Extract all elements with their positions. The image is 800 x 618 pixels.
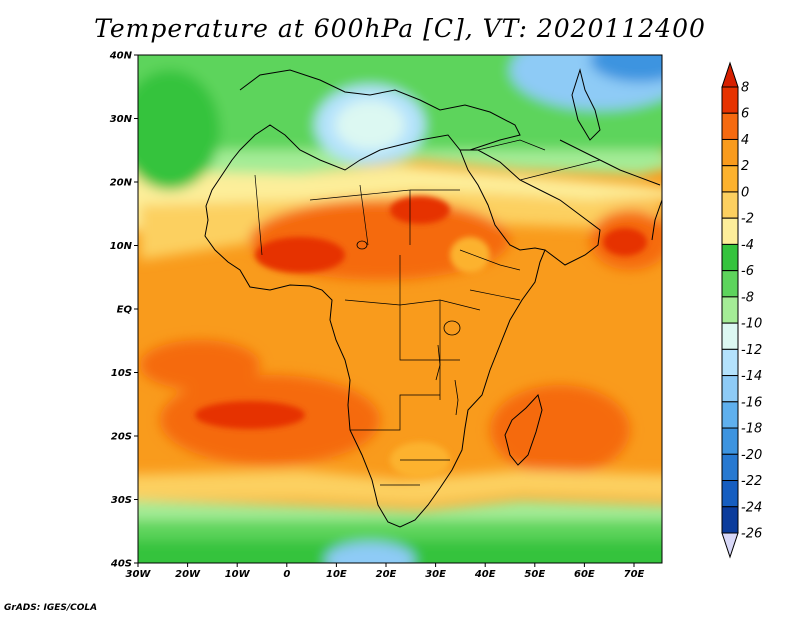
lat-tick-label: 30S: [111, 495, 132, 506]
lon-tick-label: 30E: [425, 569, 446, 580]
lat-tick-label: 20S: [111, 432, 132, 443]
colorbar-label: 6: [741, 107, 749, 122]
caspian-coastline: [571, 68, 601, 141]
colorbar-label: 4: [741, 133, 749, 148]
lon-tick-label: 70E: [624, 569, 645, 580]
colorbar-bin: [721, 270, 739, 298]
arabia-coastline: [460, 149, 601, 266]
colorbar-label: -22: [741, 474, 762, 489]
colorbar-label: -10: [741, 317, 762, 332]
colorbar-label: -6: [741, 264, 754, 279]
colorbar-label: -26: [741, 527, 762, 542]
lake-malawi: [454, 379, 459, 416]
south-cold-cell: [325, 542, 415, 563]
lat-tick-label: 10N: [110, 241, 133, 252]
colorbar-bin: [721, 348, 739, 377]
atlantic-hot-core: [195, 401, 305, 429]
lat-tick-label: 10S: [111, 368, 132, 379]
border-southern: [350, 394, 450, 486]
lon-tick-label: 20E: [376, 569, 397, 580]
colorbar-bin: [721, 191, 739, 219]
madagascar-coastline: [504, 393, 543, 466]
colorbar-label: -14: [741, 369, 762, 384]
europe-coastline: [239, 69, 521, 151]
colorbar-label: 8: [741, 81, 749, 96]
map-title: Temperature at 600hPa [C], VT: 202011240…: [94, 14, 706, 43]
lon-tick-label: 0: [283, 569, 290, 580]
credit-text: GrADS: IGES/COLA: [4, 603, 98, 613]
border-horn: [459, 249, 521, 301]
atlantic-green-cell: [138, 70, 220, 190]
lat-tick-label: 40N: [109, 51, 133, 62]
longitude-axis: 30W 20W 10W 0 10E 20E 30E 40E 50E 60E 70E: [126, 563, 645, 580]
colorbar-bin: [721, 480, 739, 508]
colorbar-bin: [721, 112, 739, 140]
colorbar-label: -12: [741, 343, 762, 358]
colorbar-bin: [721, 243, 739, 272]
ethiopia-cool: [450, 237, 490, 273]
border-central: [344, 255, 481, 400]
latitude-axis: 40N 30N 20N 10N EQ 10S 20S 30S 40S: [109, 51, 138, 570]
lakes: [356, 240, 461, 416]
colorbar-label: -2: [741, 212, 754, 227]
lake-chad: [356, 240, 368, 250]
med-cold-core: [335, 100, 405, 150]
temperature-field: [138, 55, 662, 563]
lon-tick-label: 10E: [326, 569, 347, 580]
colorbar-bin: [721, 427, 739, 455]
europe-cold-core: [590, 55, 662, 82]
colorbar-bin: [721, 322, 739, 350]
colorbar-label: -20: [741, 448, 762, 463]
coastlines: [204, 68, 662, 528]
colorbar-label: -8: [741, 290, 754, 305]
colorbar-label: -18: [741, 422, 762, 437]
colorbar-label: -16: [741, 395, 762, 410]
persian-gulf-coast: [559, 139, 661, 186]
colorbar: 8 6 4 2 0 -2 -4 -6 -8 -10 -12 -14 -16 -18 -20 -22 -24 -26: [721, 61, 762, 559]
colorbar-bin: [721, 506, 739, 534]
lon-tick-label: 60E: [574, 569, 595, 580]
india-coastline: [651, 199, 662, 241]
colorbar-label: 2: [741, 159, 749, 174]
lon-tick-label: 40E: [474, 569, 496, 580]
south-light-band: [138, 500, 662, 525]
lon-tick-label: 50E: [524, 569, 545, 580]
colorbar-label: 0: [741, 185, 749, 200]
lat-tick-label: EQ: [117, 305, 133, 316]
colorbar-bin: [721, 217, 739, 245]
west-africa-hot: [255, 237, 345, 273]
colorbar-bottom-arrow: [721, 532, 739, 559]
africa-coastline: [204, 124, 546, 528]
colorbar-label: -4: [741, 238, 754, 253]
colorbar-bin: [721, 453, 739, 482]
colorbar-bin: [721, 296, 739, 324]
lon-tick-label: 10W: [225, 569, 251, 580]
colorbar-bin: [721, 165, 739, 193]
colorbar-top-arrow: [721, 61, 739, 88]
lat-tick-label: 30N: [110, 114, 133, 125]
arabian-hot-core: [603, 228, 647, 256]
colorbar-bin: [721, 375, 739, 403]
lat-tick-label: 40S: [110, 559, 132, 570]
colorbar-label: -24: [741, 500, 762, 515]
sahara-yellow: [140, 190, 660, 260]
lon-tick-label: 30W: [126, 569, 152, 580]
lake-victoria: [443, 320, 461, 336]
north-pale-band: [138, 165, 662, 230]
north-light-band: [138, 150, 662, 195]
colorbar-bin: [721, 86, 739, 114]
gulf-warm-zone: [140, 340, 260, 390]
mozambique-warm: [490, 385, 630, 475]
lake-tanganyika: [435, 344, 441, 381]
lon-tick-label: 20W: [175, 569, 201, 580]
border-middle-east: [477, 139, 601, 181]
border-sahara: [254, 174, 460, 256]
colorbar-bin: [721, 138, 739, 167]
south-pale-band: [138, 470, 662, 505]
lat-tick-label: 20N: [110, 178, 133, 189]
sudan-hot-core: [390, 196, 450, 224]
colorbar-bin: [721, 401, 739, 429]
borders: [254, 139, 601, 486]
